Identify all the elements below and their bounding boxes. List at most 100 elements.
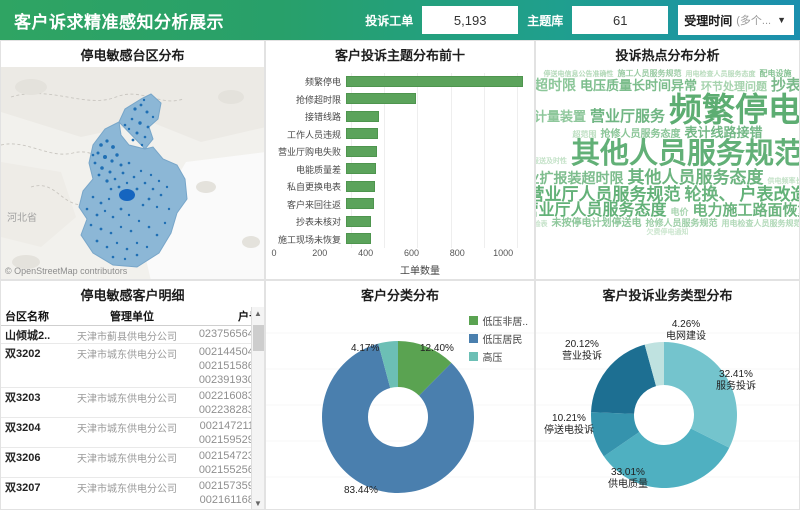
scrollbar-thumb[interactable] xyxy=(252,325,264,351)
account-number: 0021611689 xyxy=(199,494,260,506)
bar-track xyxy=(346,92,526,106)
kpi-complaint-orders-value: 5,193 xyxy=(422,6,519,34)
donut-slice[interactable] xyxy=(664,342,737,448)
cell-management-unit: 天津市城东供电分公司 xyxy=(77,350,177,361)
bar-fill[interactable] xyxy=(346,180,376,192)
bar-fill[interactable] xyxy=(346,198,374,210)
donut-slice[interactable] xyxy=(398,341,452,396)
bar-x-tick: 800 xyxy=(449,248,465,258)
map-panel-body[interactable]: 河北省 © OpenStreetMap contributors xyxy=(1,67,264,279)
cell-area-name: 双3202 xyxy=(5,348,41,360)
legend-item[interactable]: 高压 xyxy=(469,349,528,364)
word-cloud-term[interactable]: 报送及时性 xyxy=(536,158,567,165)
word-cloud-term[interactable]: 抢修人员服务态度 xyxy=(600,129,681,140)
bar-fill[interactable] xyxy=(346,93,417,105)
word-cloud-term[interactable]: 户表改造 xyxy=(739,185,800,204)
word-cloud-line: 营业厅人员服务态度电价电力施工路面恢复 xyxy=(536,202,799,219)
bar-fill[interactable] xyxy=(346,163,377,175)
bar-x-tick: 200 xyxy=(312,248,328,258)
word-cloud-term[interactable]: 其他人员服务态度 xyxy=(627,168,764,187)
bar-fill[interactable] xyxy=(346,75,523,87)
donut-slice[interactable] xyxy=(603,428,730,488)
app-header: 客户诉求精准感知分析展示 投诉工单 5,193 主题库 61 受理时间 (多个.… xyxy=(0,0,800,40)
kpi-complaint-orders: 投诉工单 5,193 xyxy=(356,6,519,34)
bar-fill[interactable] xyxy=(346,233,371,245)
word-cloud-line: 验表未按停电计划停送电抢修人员服务规范用电检查人员服务规范 xyxy=(536,218,799,229)
table-body[interactable]: 山倾城2.. 天津市蓟县供电分公司 0237565642 双3202 天津市城东供电分公… xyxy=(1,326,264,509)
bar-fill[interactable] xyxy=(346,145,378,157)
word-cloud-term[interactable]: 超范围 xyxy=(572,130,597,139)
bar-fill[interactable] xyxy=(346,110,379,122)
panel-outage-sensitive-area-map: 停电敏感台区分布 xyxy=(0,40,265,280)
word-cloud-term[interactable]: 超时限 xyxy=(536,77,576,93)
legend-label: 高压 xyxy=(482,353,503,364)
kpi-theme-library-value: 61 xyxy=(572,6,669,34)
word-cloud-term[interactable]: 其他人员服务规范 xyxy=(571,138,799,170)
word-cloud-term[interactable]: 停送电信息公告准确性 xyxy=(543,71,614,78)
donut-slice[interactable] xyxy=(322,343,474,494)
kpi-complaint-orders-label: 投诉工单 xyxy=(365,13,414,28)
customer-table: 台区名称 管理单位 户号 山倾城2.. 天津市蓟县供电分公司 0237565642 双… xyxy=(1,307,264,509)
word-cloud-term[interactable]: 频繁停电 xyxy=(669,91,799,128)
map-canvas[interactable]: 河北省 © OpenStreetMap contributors xyxy=(1,67,264,279)
word-cloud-term[interactable]: 营业厅人员服务态度 xyxy=(536,202,667,219)
complaint-business-type-donut: 32.41% 服务投诉 33.01% 供电质量 10.21% 停送电投诉 20.… xyxy=(536,307,799,509)
donut2-svg xyxy=(536,332,799,488)
bar-row: 客户来回往返 xyxy=(274,197,526,211)
bar-row: 营业厅购电失败 xyxy=(274,145,526,159)
word-cloud-term[interactable]: 计量装置 xyxy=(536,109,586,124)
word-cloud-term[interactable]: 用电检查人员服务规范 xyxy=(721,219,799,228)
table-row[interactable]: 双3204 天津市城东供电分公司 0021472116 0021595295 xyxy=(1,418,264,448)
dashboard-grid: 停电敏感台区分布 xyxy=(0,40,800,510)
word-cloud-term[interactable]: 轮换、 xyxy=(684,185,736,204)
donut-slice[interactable] xyxy=(591,412,640,457)
bar-fill[interactable] xyxy=(346,128,378,140)
bar-row: 接错线路 xyxy=(274,110,526,124)
word-cloud-term[interactable]: 电价 xyxy=(670,207,689,217)
word-cloud-term[interactable]: 电力施工路面恢复 xyxy=(692,202,799,219)
legend-item[interactable]: 低压居民 xyxy=(469,331,528,346)
word-cloud-term[interactable]: 业扩报装超时限 xyxy=(536,170,624,186)
donut2-panel-body: 32.41% 服务投诉 33.01% 供电质量 10.21% 停送电投诉 20.… xyxy=(536,307,799,509)
word-cloud-term[interactable]: 营业厅服务 xyxy=(590,108,666,125)
cell-account-numbers: 0022160834 0022382838 xyxy=(187,388,264,417)
chevron-down-icon[interactable]: ▼ xyxy=(777,15,786,25)
word-cloud-term[interactable]: 供电频率长期 xyxy=(767,178,800,185)
word-cloud-term[interactable]: 表计线路接错 xyxy=(684,125,763,140)
cell-management-unit: 天津市蓟县供电分公司 xyxy=(77,332,177,343)
bar-row: 工作人员违规 xyxy=(274,127,526,141)
bar-track xyxy=(346,110,526,124)
bar-category-label: 抄表未核对 xyxy=(295,217,341,228)
panel-complaint-business-type-distribution: 客户投诉业务类型分布 32.41% 服务投诉 xyxy=(535,280,800,510)
word-cloud-term[interactable]: 电压质量长时间异常 xyxy=(579,78,697,93)
bar-category-label: 接错线路 xyxy=(304,112,341,123)
word-cloud-term[interactable]: 未按停电计划停送电 xyxy=(551,218,642,229)
word-cloud-term[interactable]: 验表 xyxy=(536,221,548,228)
scroll-down-icon[interactable]: ▼ xyxy=(254,498,262,508)
word-cloud-term[interactable]: 营业厅人员服务规范 xyxy=(536,185,681,204)
word-cloud-term[interactable]: 抄表 xyxy=(771,77,799,94)
scroll-up-icon[interactable]: ▲ xyxy=(254,308,262,318)
bar-fill[interactable] xyxy=(346,215,372,227)
word-cloud-term[interactable]: 欠费停电通知 xyxy=(646,229,689,236)
account-number: 0023919307 xyxy=(198,374,260,386)
legend-item[interactable]: 低压非居.. xyxy=(469,313,528,328)
donut-slice[interactable] xyxy=(591,344,657,414)
table-row[interactable]: 双3202 天津市城东供电分公司 0021445040 0021515864 00239… xyxy=(1,344,264,388)
word-cloud-term[interactable]: 环节处理问题 xyxy=(701,81,767,93)
acceptance-time-filter[interactable]: 受理时间 (多个... ▼ xyxy=(678,5,794,35)
word-cloud-term[interactable]: 用电检查人员服务态度 xyxy=(685,71,756,78)
table-row[interactable]: 双3207 天津市城东供电分公司 0021573590 002161168900216… xyxy=(1,478,264,509)
table-row[interactable]: 双3203 天津市城东供电分公司 0022160834 0022382838 xyxy=(1,388,264,418)
kpi-theme-library: 主题库 61 xyxy=(518,6,669,34)
table-row[interactable]: 山倾城2.. 天津市蓟县供电分公司 0237565642 xyxy=(1,326,264,344)
table-scrollbar[interactable]: ▲ ▼ xyxy=(251,307,264,509)
bar-category-label: 电能质量差 xyxy=(295,164,341,175)
word-cloud-term[interactable]: 配电设施 xyxy=(759,69,792,78)
donut-slice[interactable] xyxy=(378,341,398,389)
word-cloud-term[interactable]: 施工人员服务规范 xyxy=(617,69,682,78)
table-row[interactable]: 双3206 天津市城东供电分公司 0021547238 0021552566 xyxy=(1,448,264,478)
donut-slice[interactable] xyxy=(644,342,664,387)
word-cloud-term[interactable]: 抢修人员服务规范 xyxy=(645,218,718,228)
